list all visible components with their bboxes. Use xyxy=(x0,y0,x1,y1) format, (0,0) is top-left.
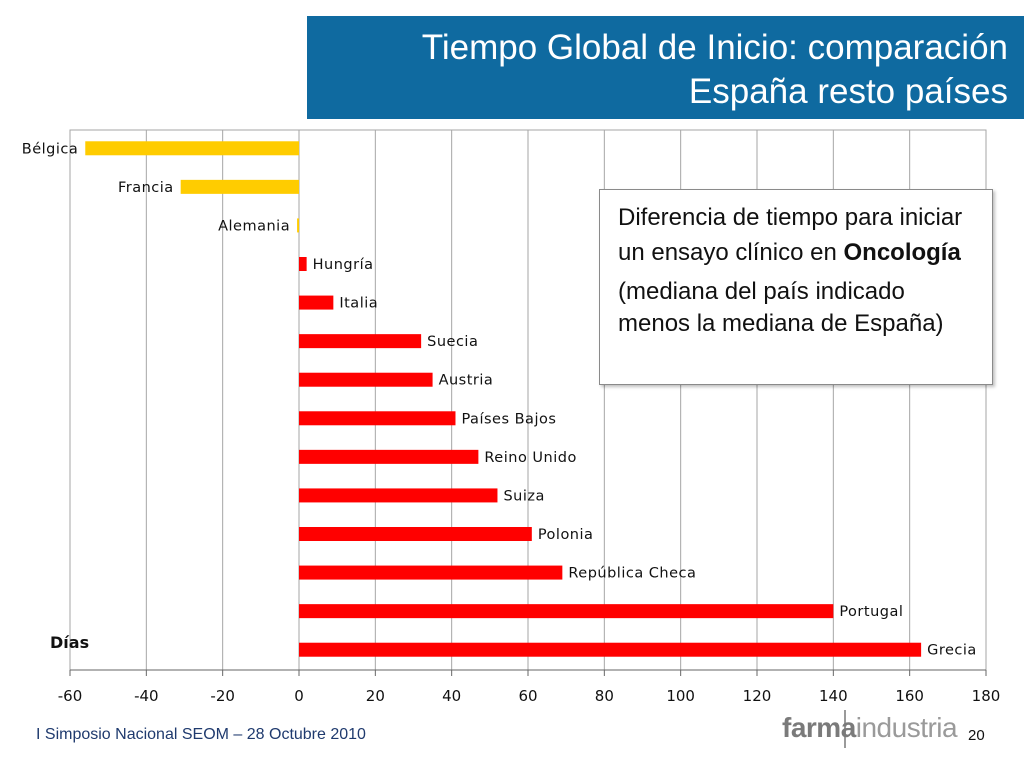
callout-note: (mediana del país indicado menos la medi… xyxy=(618,278,944,337)
x-axis-title: Días xyxy=(50,633,89,652)
category-label: Suecia xyxy=(427,334,478,350)
category-label: Bélgica xyxy=(22,141,79,157)
category-label: Grecia xyxy=(927,643,977,659)
bar xyxy=(299,334,422,349)
x-tick-label: 180 xyxy=(972,687,1001,705)
callout-box: Diferencia de tiempo para iniciar un ens… xyxy=(599,189,993,385)
page-number: 20 xyxy=(968,727,985,744)
logo-part-2: industria xyxy=(855,712,958,743)
x-tick-label: -60 xyxy=(58,687,83,705)
farmaindustria-logo: farmaindustria xyxy=(782,712,958,746)
callout-text: Diferencia de tiempo para iniciar un ens… xyxy=(618,204,963,266)
title-line-1: Tiempo Global de Inicio: comparación xyxy=(421,28,1008,67)
x-tick-label: 160 xyxy=(895,687,924,705)
logo-divider xyxy=(844,710,846,748)
callout-description: Diferencia de tiempo para iniciar un ens… xyxy=(618,200,982,270)
bar xyxy=(299,295,334,310)
title-line-2: España resto países xyxy=(688,72,1008,111)
x-tick-label: 100 xyxy=(666,687,695,705)
bar xyxy=(299,257,307,271)
x-tick-label: -20 xyxy=(210,687,235,705)
bar xyxy=(299,604,834,619)
slide-title: Tiempo Global de Inicio: comparación Esp… xyxy=(307,16,1024,119)
x-tick-label: 60 xyxy=(518,687,537,705)
bar xyxy=(299,449,479,464)
footer-event-text: I Simposio Nacional SEOM – 28 Octubre 20… xyxy=(36,726,366,743)
x-tick-label: 20 xyxy=(366,687,385,705)
category-label: Portugal xyxy=(839,604,903,620)
category-label: Polonia xyxy=(538,527,594,543)
bar xyxy=(180,179,299,194)
bar xyxy=(85,141,300,156)
x-tick-label: 80 xyxy=(595,687,614,705)
callout-bold-word: Oncología xyxy=(843,239,961,266)
bar xyxy=(299,642,922,657)
bar xyxy=(299,565,563,580)
x-tick-label: 40 xyxy=(442,687,461,705)
bar xyxy=(299,372,433,387)
category-label: Países Bajos xyxy=(461,411,556,427)
category-label: Hungría xyxy=(313,257,374,273)
category-label: Reino Unido xyxy=(484,450,576,466)
x-tick-label: 0 xyxy=(294,687,304,705)
x-tick-label: -40 xyxy=(134,687,159,705)
bar xyxy=(299,527,532,541)
bar xyxy=(297,218,299,233)
category-label: Suiza xyxy=(503,488,544,504)
category-label: Austria xyxy=(439,373,494,389)
logo-part-1: farma xyxy=(782,712,856,743)
bar xyxy=(299,488,498,503)
bar xyxy=(299,411,456,426)
category-label: Italia xyxy=(339,296,378,312)
x-tick-label: 120 xyxy=(743,687,772,705)
category-label: Alemania xyxy=(218,218,290,234)
x-tick-label: 140 xyxy=(819,687,848,705)
category-label: República Checa xyxy=(568,566,696,582)
category-label: Francia xyxy=(118,180,174,196)
